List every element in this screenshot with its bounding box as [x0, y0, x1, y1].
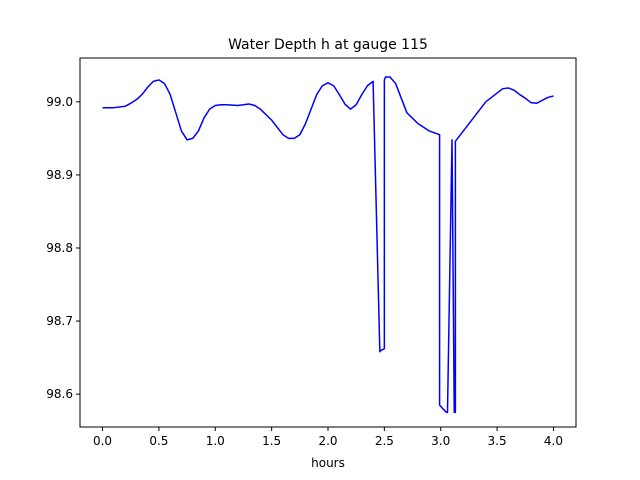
y-tick-label: 98.6 [46, 387, 73, 401]
x-tick-label: 0.0 [93, 434, 112, 448]
x-tick-label: 1.0 [206, 434, 225, 448]
x-axis-label: hours [311, 456, 345, 470]
y-axis-ticks: 98.6 98.7 98.8 98.9 99.0 [46, 95, 80, 401]
x-tick-label: 1.5 [262, 434, 281, 448]
y-tick-label: 98.9 [46, 168, 73, 182]
y-tick-label: 98.8 [46, 241, 73, 255]
x-tick-label: 3.5 [488, 434, 507, 448]
x-axis-ticks: 0.0 0.5 1.0 1.5 2.0 2.5 3.0 3.5 4.0 [93, 427, 563, 448]
x-tick-label: 3.0 [431, 434, 450, 448]
series-line-0 [102, 76, 554, 414]
x-tick-label: 0.5 [149, 434, 168, 448]
x-tick-label: 2.0 [318, 434, 337, 448]
plot-line-group [102, 76, 554, 414]
chart-title: Water Depth h at gauge 115 [228, 37, 428, 53]
x-tick-label: 2.5 [375, 434, 394, 448]
x-tick-label: 4.0 [544, 434, 563, 448]
y-tick-label: 98.7 [46, 314, 73, 328]
y-tick-label: 99.0 [46, 95, 73, 109]
